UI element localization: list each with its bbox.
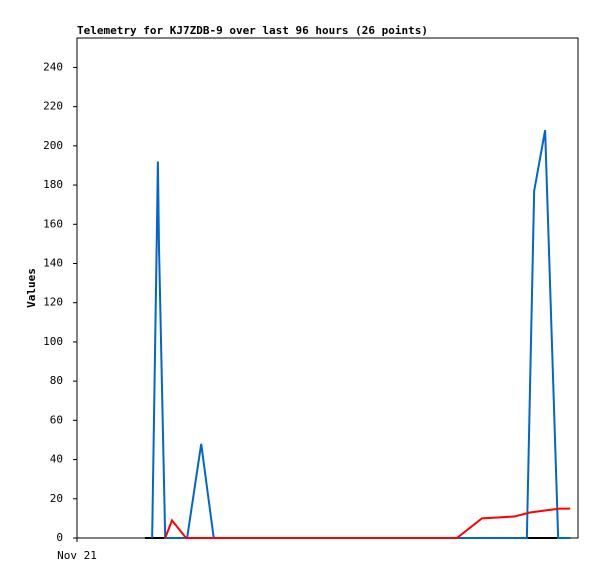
plot-frame <box>76 37 579 539</box>
y-tick-label: 0 <box>56 531 63 544</box>
y-tick-label: 220 <box>43 100 63 113</box>
x-tick-label: Nov 21 <box>57 549 97 562</box>
y-tick-label: 100 <box>43 335 63 348</box>
y-tick-label: 240 <box>43 60 63 73</box>
data-line <box>164 507 571 539</box>
y-tick-label: 140 <box>43 256 63 269</box>
y-tick-label: 180 <box>43 178 63 191</box>
y-tick-label: 40 <box>50 453 63 466</box>
y-tick-label: 120 <box>43 296 63 309</box>
y-tick-label: 20 <box>50 492 63 505</box>
y-axis-label: Values <box>25 268 38 308</box>
data-line <box>151 129 571 539</box>
y-tick-label: 80 <box>50 374 63 387</box>
y-tick-label: 160 <box>43 217 63 230</box>
y-tick-label: 200 <box>43 139 63 152</box>
chart-title: Telemetry for KJ7ZDB-9 over last 96 hour… <box>77 24 428 37</box>
y-tick-label: 60 <box>50 413 63 426</box>
